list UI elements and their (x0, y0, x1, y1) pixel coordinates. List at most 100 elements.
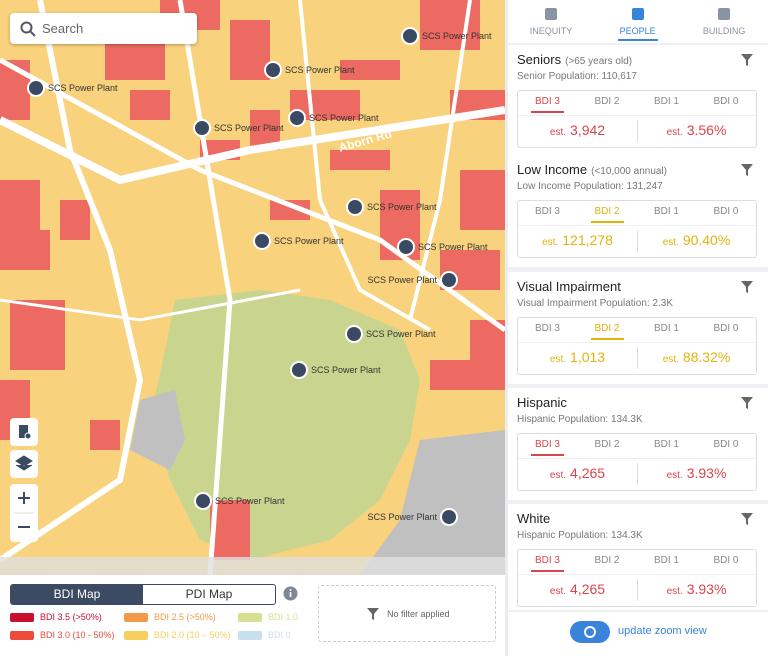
level-tab[interactable]: BDI 0 (713, 206, 739, 217)
legend-swatch (124, 613, 148, 622)
red-block (330, 150, 390, 170)
zoom-control (10, 484, 38, 542)
pin-label: SCS Power Plant (215, 496, 285, 506)
divider (518, 458, 756, 459)
tab-underline (617, 39, 658, 41)
tab[interactable]: PEOPLE (619, 26, 656, 36)
level-tab[interactable]: BDI 0 (713, 96, 739, 107)
level-tab[interactable]: BDI 3 (534, 206, 560, 217)
tab[interactable]: BUILDING (702, 26, 746, 36)
title: Visual Impairment (517, 279, 621, 294)
red-block (10, 300, 65, 370)
toggle-option[interactable]: PDI Map (185, 587, 233, 601)
legend-label: BDI 2.0 (10 – 50%) (154, 630, 231, 640)
pin-label: SCS Power Plant (309, 113, 379, 123)
pin (253, 232, 271, 250)
card: Hispanic Hispanic Population: 134.3K BDI 3… (508, 388, 768, 500)
estimate-value: 121,278 (562, 232, 613, 248)
filter-icon[interactable] (741, 512, 753, 525)
info-icon[interactable] (283, 586, 298, 601)
pin-label: SCS Power Plant (285, 65, 355, 75)
pin-label: SCS Power Plant (422, 31, 492, 41)
pin (440, 508, 458, 526)
pin (264, 61, 282, 79)
map-footer (0, 557, 505, 575)
level-tab[interactable]: BDI 1 (653, 323, 679, 334)
title: Seniors (517, 52, 562, 67)
est-prefix: est. (662, 237, 679, 248)
pin-label: SCS Power Plant (214, 123, 284, 133)
tab[interactable]: INEQUITY (529, 26, 573, 36)
search-placeholder: Search (42, 21, 84, 36)
update-link[interactable]: update zoom view (618, 625, 707, 637)
level-tab[interactable]: BDI 2 (594, 555, 620, 566)
level-tab[interactable]: BDI 3 (534, 96, 560, 107)
level-tab[interactable]: BDI 0 (713, 439, 739, 450)
level-box: BDI 3 BDI 2 BDI 1 BDI 0 est. 4,265 est. 3.93% (517, 549, 757, 607)
estimate-value: 4,265 (570, 465, 606, 481)
est-prefix: est. (549, 354, 567, 365)
legend-label: BDI 0 (268, 630, 291, 640)
level-tab[interactable]: BDI 2 (594, 96, 620, 107)
sidebar: INEQUITY PEOPLE BUILDING update zoom view … (508, 0, 768, 656)
pin (440, 271, 458, 289)
level-underline (590, 338, 624, 340)
filter-icon[interactable] (741, 280, 753, 293)
level-tab[interactable]: BDI 1 (653, 439, 679, 450)
estimate-value: 3,942 (570, 122, 606, 138)
est-prefix: est. (666, 586, 683, 597)
population: Senior Population: 110,617 (517, 71, 637, 82)
estimate-percent: est. 3.93% (637, 465, 756, 483)
divider (637, 230, 638, 252)
level-tab[interactable]: BDI 3 (534, 323, 560, 334)
toggle-option[interactable]: BDI Map (11, 585, 143, 604)
pin (194, 492, 212, 510)
card: White Hispanic Population: 134.3K BDI 3 BDI… (508, 504, 768, 610)
filter-icon[interactable] (741, 396, 753, 409)
level-tab[interactable]: BDI 2 (594, 206, 620, 217)
level-tab[interactable]: BDI 0 (713, 323, 739, 334)
icon (741, 54, 753, 66)
level-tab[interactable]: BDI 1 (653, 96, 679, 107)
level-tab[interactable]: BDI 1 (653, 555, 679, 566)
report-button[interactable] (10, 418, 38, 446)
level-underline (531, 454, 564, 456)
level-tab[interactable]: BDI 3 (534, 439, 560, 450)
search-box[interactable]: Search (10, 13, 197, 44)
divider (637, 347, 638, 369)
est-prefix: est. (549, 470, 567, 481)
divider (637, 579, 638, 601)
estimate-count: est. 3,942 (518, 122, 637, 140)
divider (637, 463, 638, 485)
filter-icon[interactable] (741, 53, 753, 66)
level-tab[interactable]: BDI 2 (594, 439, 620, 450)
estimate-percent: est. 90.40% (637, 232, 756, 250)
zoom-icons[interactable] (10, 484, 38, 542)
layers-button[interactable] (10, 450, 38, 478)
icon (584, 626, 596, 638)
level-tab[interactable]: BDI 1 (653, 206, 679, 217)
pin (290, 361, 308, 379)
card: Visual Impairment Visual Impairment Popul… (508, 272, 768, 384)
level-tab[interactable]: BDI 2 (594, 323, 620, 334)
divider (518, 225, 756, 226)
pin-label: SCS Power Plant (366, 329, 436, 339)
red-blocks (0, 0, 505, 560)
divider (518, 574, 756, 575)
title: Hispanic (517, 395, 567, 410)
refresh-button[interactable] (570, 621, 610, 643)
red-block (90, 420, 120, 450)
filter-icon[interactable] (741, 163, 753, 176)
estimate-value: 4,265 (570, 581, 606, 597)
red-block (420, 0, 480, 50)
card-title: White (517, 511, 550, 526)
estimate-value: 1,013 (570, 349, 606, 365)
level-tab[interactable]: BDI 3 (534, 555, 560, 566)
level-tab[interactable]: BDI 0 (713, 555, 739, 566)
population: Hispanic Population: 134.3K (517, 530, 643, 541)
pin-label: SCS Power Plant (311, 365, 381, 375)
est-prefix: est. (666, 470, 683, 481)
tab-bar: INEQUITY PEOPLE BUILDING (508, 0, 768, 43)
pin-label: SCS Power Plant (367, 202, 437, 212)
